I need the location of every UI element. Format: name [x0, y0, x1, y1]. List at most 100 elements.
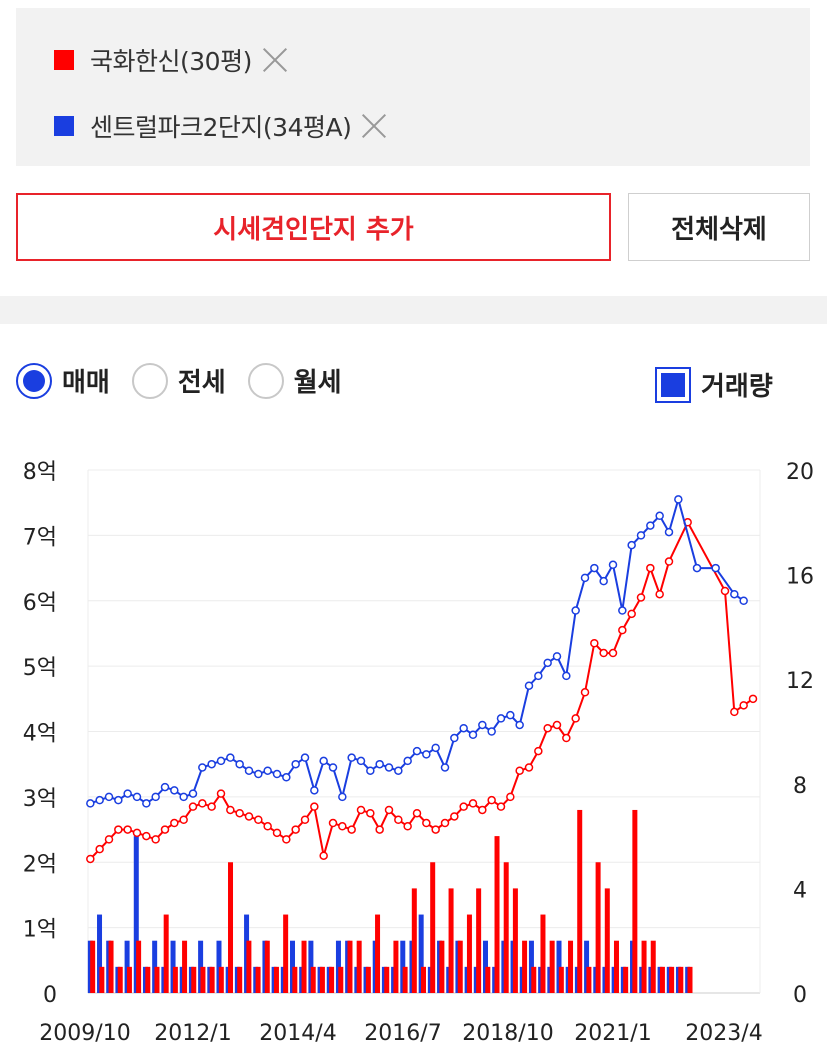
price-point: [170, 818, 179, 828]
price-point: [104, 835, 114, 844]
price-point: [739, 701, 748, 710]
volume-bar: [669, 966, 675, 993]
volume-bar: [310, 966, 316, 993]
volume-bar: [200, 966, 206, 993]
price-point: [506, 710, 515, 720]
volume-bar: [264, 940, 270, 993]
price-point: [394, 815, 403, 825]
trade-type-radio-group: 매매 전세 월세: [16, 362, 364, 399]
price-point: [646, 563, 655, 573]
price-point: [636, 531, 646, 540]
price-point: [235, 808, 244, 818]
price-point: [412, 746, 422, 756]
volume-bar: [494, 836, 500, 993]
legend-item-centralpark: 센트럴파크2단지(34평A): [54, 106, 389, 146]
x-tick-label: 2014/4: [259, 1021, 336, 1046]
price-point: [468, 799, 478, 808]
price-point: [207, 802, 216, 811]
price-point: [543, 658, 552, 668]
price-point: [263, 822, 272, 831]
volume-bar: [577, 809, 583, 993]
y-right-tick-label: 20: [786, 460, 814, 485]
radio-label: 월세: [293, 368, 342, 398]
price-point: [86, 854, 95, 864]
section-divider: [0, 296, 827, 324]
price-point: [179, 815, 188, 825]
price-point: [188, 789, 198, 798]
price-point: [655, 589, 664, 599]
y-right-tick-label: 0: [793, 983, 807, 1008]
volume-bar: [503, 862, 509, 993]
price-point: [198, 763, 207, 772]
price-point: [431, 825, 440, 834]
price-point: [543, 723, 552, 733]
chart-axes: 0 1억 2억 3억 4억 5억 6억 7억 8억 0 4 8 12 16 20 2009/10 2012/1 2…: [23, 460, 814, 1046]
price-chart: 0 1억 2억 3억 4억 5억 6억 7억 8억 0 4 8 12 16 20 2009/10 2012/1 2…: [23, 460, 814, 1046]
volume-bar: [540, 914, 546, 993]
y-right-tick-label: 8: [793, 774, 807, 799]
radio-sale[interactable]: 매매: [16, 362, 110, 399]
price-point: [646, 521, 655, 530]
price-point: [422, 750, 431, 759]
remove-x-icon[interactable]: [359, 111, 389, 141]
price-point: [384, 763, 394, 772]
radio-monthly-rent[interactable]: 월세: [247, 362, 342, 399]
price-point: [356, 805, 366, 815]
volume-bar: [255, 966, 261, 993]
radio-unchecked-icon: [247, 362, 284, 399]
price-point: [655, 511, 664, 521]
add-complex-button[interactable]: 시세견인단지 추가: [16, 193, 611, 261]
price-point: [627, 609, 636, 619]
price-point: [375, 759, 384, 769]
volume-bar: [365, 966, 371, 993]
price-point: [534, 746, 543, 756]
price-point: [599, 648, 608, 658]
volume-bar: [613, 940, 619, 993]
price-point: [664, 527, 674, 537]
price-point: [114, 825, 123, 834]
volume-bar: [531, 966, 537, 993]
price-point: [132, 792, 142, 802]
price-point: [356, 756, 366, 766]
delete-all-button[interactable]: 전체삭제: [628, 193, 810, 261]
price-point: [328, 763, 338, 772]
volume-bar: [133, 836, 139, 993]
price-point: [478, 805, 487, 815]
y-right-tick-label: 4: [793, 878, 807, 903]
price-point: [468, 730, 478, 740]
price-point: [664, 557, 674, 566]
price-point: [86, 799, 95, 808]
price-point: [692, 563, 702, 573]
volume-bar: [329, 966, 335, 993]
price-point: [282, 835, 291, 844]
volume-bar: [99, 966, 105, 993]
volume-bars: [87, 809, 693, 993]
volume-bar: [476, 888, 482, 993]
price-point: [123, 825, 132, 834]
volume-bar: [466, 914, 472, 993]
price-point: [151, 835, 160, 844]
price-point: [571, 606, 580, 615]
remove-x-icon[interactable]: [260, 45, 290, 75]
y-right-tick-label: 16: [786, 565, 814, 590]
y-left-tick-label: 0: [43, 983, 57, 1008]
radio-label: 전세: [177, 368, 226, 398]
price-point: [552, 652, 562, 661]
price-point: [440, 763, 450, 772]
volume-bar: [246, 940, 252, 993]
price-point: [319, 851, 328, 860]
radio-unchecked-icon: [131, 362, 168, 399]
volume-bar: [283, 914, 289, 993]
price-point: [338, 822, 347, 831]
radio-jeonse[interactable]: 전세: [131, 362, 226, 399]
volume-bar: [411, 888, 417, 993]
price-point: [151, 792, 160, 802]
y-left-tick-label: 6억: [23, 591, 57, 616]
volume-bar: [292, 966, 298, 993]
price-point: [216, 789, 226, 798]
price-point: [403, 822, 412, 831]
price-point: [450, 812, 459, 821]
price-point: [300, 753, 310, 762]
x-tick-label: 2023/4: [685, 1021, 762, 1046]
volume-toggle[interactable]: 거래량: [655, 366, 773, 403]
